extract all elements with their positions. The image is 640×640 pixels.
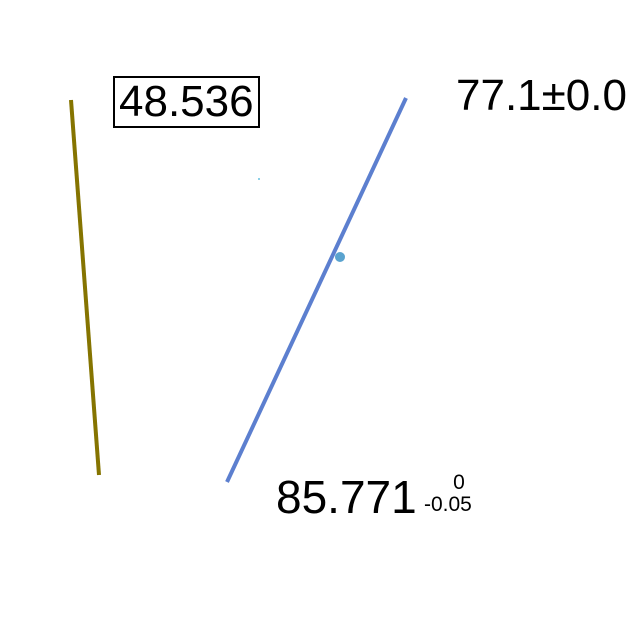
bottom-value-main: 85.771 bbox=[276, 471, 417, 523]
top-right-value-label: 77.1±0.0 bbox=[456, 71, 627, 120]
point-marker bbox=[335, 252, 345, 262]
bottom-value-upper-tolerance: 0 bbox=[453, 471, 465, 494]
blue-line bbox=[225, 97, 408, 483]
bottom-value-lower-tolerance: -0.05 bbox=[424, 493, 472, 516]
olive-line bbox=[69, 99, 101, 476]
small-dot bbox=[258, 178, 260, 180]
boxed-value-label: 48.536 bbox=[113, 76, 260, 128]
